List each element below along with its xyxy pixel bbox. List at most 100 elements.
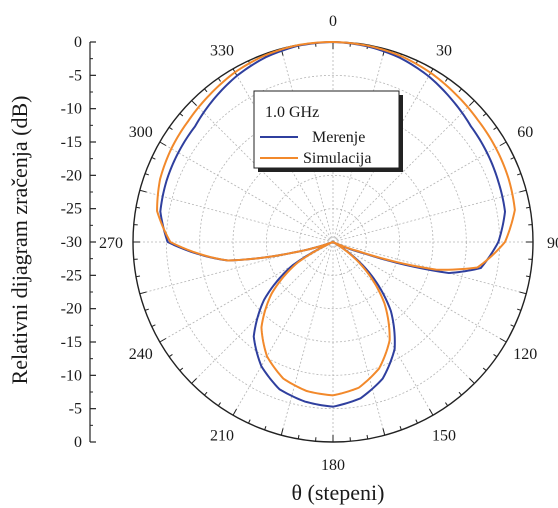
y-tick-label: -10 bbox=[61, 101, 82, 118]
angle-tick-mark bbox=[499, 338, 507, 343]
angle-tick-mark bbox=[519, 291, 527, 295]
angle-tick-mark bbox=[458, 88, 462, 93]
angle-tick-mark bbox=[382, 428, 386, 436]
angle-tick-mark bbox=[248, 419, 251, 424]
angle-tick-mark bbox=[458, 391, 462, 396]
legend: 1.0 GHz Merenje Simulacija bbox=[253, 90, 403, 172]
angle-tick-mark bbox=[482, 367, 487, 371]
x-axis-title: θ (stepeni) bbox=[291, 480, 384, 505]
angle-tick-mark bbox=[191, 378, 197, 384]
series-line-merenje bbox=[159, 41, 507, 408]
angle-tick-mark bbox=[151, 157, 156, 160]
angle-tick-mark bbox=[493, 354, 498, 358]
angular-gridline bbox=[332, 189, 527, 243]
angle-tick-mark bbox=[159, 141, 167, 146]
y-tick-label: -5 bbox=[69, 67, 82, 84]
angle-tick-mark bbox=[297, 434, 300, 440]
angle-tick-mark bbox=[482, 113, 487, 117]
polar-grid bbox=[132, 41, 534, 443]
radial-gridline bbox=[165, 74, 501, 410]
angle-tick-mark bbox=[204, 391, 208, 396]
legend-title: 1.0 GHz bbox=[265, 104, 319, 121]
angle-tick-mark bbox=[179, 113, 184, 117]
angle-tick-mark bbox=[429, 408, 434, 416]
angular-gridline bbox=[332, 141, 507, 243]
angular-gridline bbox=[191, 241, 334, 384]
radial-gridline bbox=[265, 174, 401, 310]
angle-tick-label: 270 bbox=[99, 235, 123, 252]
angle-tick-mark bbox=[159, 338, 167, 343]
y-tick-label: -10 bbox=[61, 367, 82, 384]
angle-tick-mark bbox=[445, 402, 449, 407]
angle-tick-mark bbox=[429, 68, 434, 76]
angle-tick-label: 300 bbox=[129, 124, 153, 141]
angle-tick-mark bbox=[139, 291, 147, 295]
angle-tick-mark bbox=[144, 308, 149, 311]
series-line-simulacija bbox=[156, 41, 516, 397]
angular-gridline bbox=[139, 189, 334, 243]
y-tick-label: 0 bbox=[74, 34, 82, 51]
y-tick-label: -15 bbox=[61, 334, 82, 351]
angle-tick-mark bbox=[179, 367, 184, 371]
angle-tick-mark bbox=[415, 419, 418, 424]
angle-tick-mark bbox=[139, 189, 147, 193]
angle-tick-mark bbox=[204, 88, 208, 93]
y-tick-label: -25 bbox=[61, 201, 82, 218]
angle-tick-label: 120 bbox=[513, 346, 537, 363]
y-axis-title: Relativni dijagram zračenja (dB) bbox=[7, 96, 32, 385]
y-tick-label: 0 bbox=[74, 434, 82, 451]
angle-tick-mark bbox=[519, 189, 527, 193]
angular-gridline bbox=[332, 241, 507, 343]
y-tick-label: -20 bbox=[61, 167, 82, 184]
angle-tick-labels: 0 30 60 90 120 150 180 210 240 270 300 330 bbox=[99, 13, 558, 474]
angular-gridline bbox=[159, 141, 334, 243]
angle-tick-label: 180 bbox=[321, 457, 345, 474]
angle-tick-mark bbox=[191, 100, 197, 106]
legend-entry-merenje: Merenje bbox=[312, 129, 365, 146]
angle-tick-mark bbox=[445, 77, 449, 82]
angle-tick-mark bbox=[517, 308, 522, 311]
y-tick-label: -30 bbox=[61, 234, 82, 251]
angle-tick-mark bbox=[135, 275, 141, 278]
y-tick-label: -20 bbox=[61, 301, 82, 318]
angle-tick-mark bbox=[469, 378, 475, 384]
legend-box bbox=[253, 90, 400, 169]
angle-tick-label: 240 bbox=[129, 346, 153, 363]
angle-tick-label: 90 bbox=[547, 235, 558, 252]
angle-tick-mark bbox=[510, 157, 515, 160]
angle-tick-mark bbox=[493, 126, 498, 130]
angular-gridline bbox=[280, 241, 334, 436]
angular-gridline bbox=[332, 241, 475, 384]
angle-tick-mark bbox=[264, 426, 267, 431]
angle-tick-mark bbox=[525, 275, 531, 278]
angular-gridline bbox=[332, 100, 475, 243]
angle-tick-mark bbox=[232, 408, 237, 416]
legend-entry-simulacija: Simulacija bbox=[303, 150, 371, 167]
y-tick-label: -15 bbox=[61, 134, 82, 151]
angle-tick-mark bbox=[168, 354, 173, 358]
data-series bbox=[156, 41, 516, 408]
angle-tick-mark bbox=[510, 324, 515, 327]
angle-tick-mark bbox=[280, 428, 284, 436]
angle-tick-mark bbox=[499, 141, 507, 146]
angle-tick-mark bbox=[525, 206, 531, 209]
angle-tick-mark bbox=[366, 434, 369, 440]
angle-tick-mark bbox=[144, 173, 149, 176]
angle-tick-mark bbox=[151, 324, 156, 327]
angle-tick-mark bbox=[517, 173, 522, 176]
angular-gridline bbox=[332, 241, 434, 416]
angular-gridline bbox=[232, 241, 334, 416]
angle-tick-mark bbox=[168, 126, 173, 130]
angle-tick-label: 30 bbox=[436, 43, 452, 60]
angle-tick-label: 210 bbox=[210, 427, 234, 444]
angle-tick-mark bbox=[217, 77, 221, 82]
angular-gridline bbox=[332, 241, 386, 436]
y-tick-label: -5 bbox=[69, 401, 82, 418]
angle-tick-label: 60 bbox=[517, 124, 533, 141]
angle-tick-mark bbox=[469, 100, 475, 106]
angle-tick-label: 150 bbox=[432, 427, 456, 444]
angle-tick-label: 0 bbox=[329, 13, 337, 30]
y-tick-label: -25 bbox=[61, 267, 82, 284]
radial-axis: 0 -5 -10 -15 -20 -25 -30 -25 -20 -15 -10 -5 0 bbox=[61, 34, 96, 451]
